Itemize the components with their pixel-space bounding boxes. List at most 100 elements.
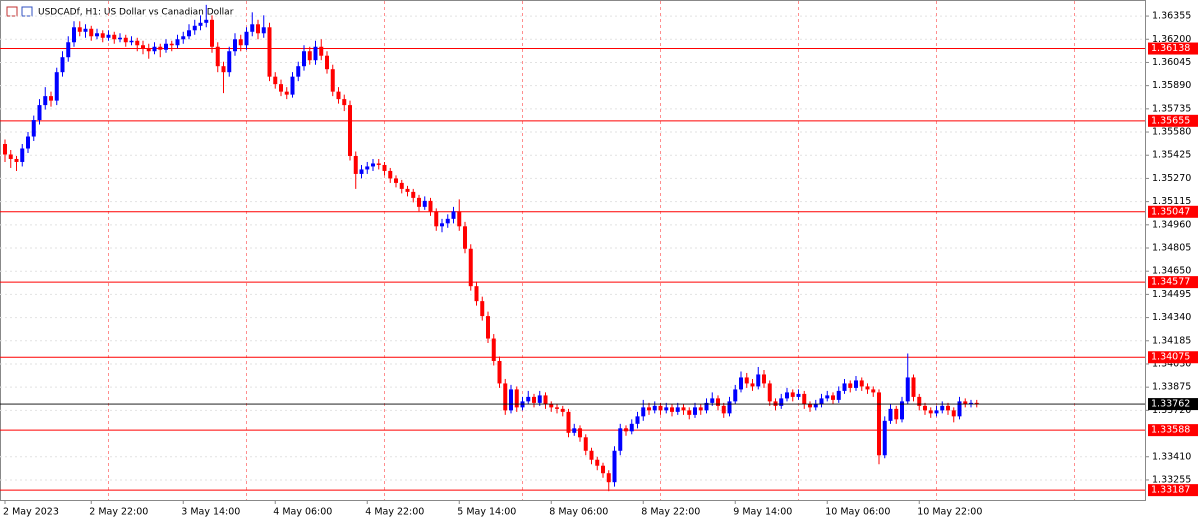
candle-body xyxy=(606,473,611,483)
candle-body xyxy=(549,404,554,408)
level-label-box xyxy=(1148,276,1198,289)
candle-body xyxy=(382,164,387,171)
chart-title: USDCADf, H1: US Dollar vs Canadian Dolla… xyxy=(38,8,234,18)
candle-body xyxy=(445,218,450,224)
candle-body xyxy=(204,19,209,23)
candle-body xyxy=(296,66,301,77)
y-tick-label: 1.33875 xyxy=(1152,382,1191,393)
candle-body xyxy=(555,407,559,409)
y-tick-label: 1.34805 xyxy=(1152,243,1191,254)
candle-body xyxy=(612,450,617,483)
candle-body xyxy=(969,402,973,405)
level-label-box xyxy=(1148,351,1198,364)
price-label-box xyxy=(1148,398,1198,411)
candle-body xyxy=(468,248,473,287)
candle-body xyxy=(514,389,519,408)
x-tick-label: 9 May 14:00 xyxy=(733,507,792,518)
candle-body xyxy=(905,377,910,402)
candle-body xyxy=(118,37,122,40)
candle-body xyxy=(371,163,375,167)
y-tick-label: 1.36200 xyxy=(1152,34,1191,45)
candle-body xyxy=(882,420,887,456)
candle-body xyxy=(279,84,283,92)
level-label: 1.36138 xyxy=(1151,43,1190,54)
x-tick-label: 2 May 22:00 xyxy=(89,507,148,518)
candle-body xyxy=(854,380,858,388)
candle-body xyxy=(26,136,30,149)
candle-body xyxy=(428,200,433,212)
candle-body xyxy=(89,28,94,37)
candle-body xyxy=(273,76,278,85)
candle-body xyxy=(716,398,720,406)
candle-body xyxy=(221,66,226,73)
candle-body xyxy=(325,55,329,70)
candle-body xyxy=(14,158,19,162)
candle-body xyxy=(302,51,306,67)
candle-body xyxy=(60,57,65,73)
candle-body xyxy=(238,39,243,46)
candle-body xyxy=(497,360,502,384)
y-tick-label: 1.35270 xyxy=(1152,173,1191,184)
candle-body xyxy=(808,404,812,408)
candle-body xyxy=(20,148,25,162)
candle-body xyxy=(399,182,404,189)
candle-body xyxy=(330,69,335,92)
level-label: 1.35655 xyxy=(1151,115,1190,126)
candle-body xyxy=(664,407,669,411)
candle-body xyxy=(198,22,203,26)
candle-body xyxy=(940,405,945,411)
candle-body xyxy=(796,393,801,397)
candle-body xyxy=(66,42,71,58)
candle-body xyxy=(509,389,513,411)
candle-body xyxy=(624,428,628,432)
candle-body xyxy=(227,51,232,73)
candle-body xyxy=(342,99,347,106)
candle-body xyxy=(652,405,657,411)
candle-body xyxy=(911,377,916,397)
candle-body xyxy=(31,120,36,137)
candle-body xyxy=(687,410,692,415)
candle-body xyxy=(647,407,651,411)
plot-frame xyxy=(0,0,1146,501)
candle-body xyxy=(675,407,680,412)
candle-body xyxy=(923,405,927,411)
candle-body xyxy=(152,46,157,52)
level-label-box xyxy=(1148,424,1198,437)
candle-body xyxy=(595,459,600,466)
candle-body xyxy=(486,316,490,339)
candle-body xyxy=(819,398,824,405)
candle-body xyxy=(434,211,439,227)
candle-body xyxy=(77,27,82,32)
candle-body xyxy=(123,37,128,43)
candle-body xyxy=(750,383,755,387)
candle-body xyxy=(756,374,761,387)
candle-body xyxy=(463,226,467,249)
candle-body xyxy=(957,401,962,417)
candle-body xyxy=(928,410,933,414)
candle-body xyxy=(790,392,795,397)
candle-body xyxy=(951,410,956,417)
candle-body xyxy=(215,46,220,67)
candle-body xyxy=(359,169,364,174)
candle-body xyxy=(802,393,807,405)
candle-body xyxy=(37,105,42,121)
candle-body xyxy=(779,398,784,406)
candle-body xyxy=(100,33,105,38)
candle-body xyxy=(739,377,743,390)
candle-body xyxy=(963,401,968,405)
y-tick-label: 1.35890 xyxy=(1152,80,1191,91)
y-tick-label: 1.34960 xyxy=(1152,219,1191,230)
candle-body xyxy=(353,155,358,174)
candle-body xyxy=(825,395,830,399)
candle-body xyxy=(589,450,594,460)
candle-body xyxy=(135,40,140,46)
candle-body xyxy=(859,380,864,387)
candle-body xyxy=(411,191,416,198)
candle-body xyxy=(537,395,542,403)
candle-body xyxy=(192,25,197,31)
x-tick-label: 2 May 2023 xyxy=(3,507,59,518)
candle-body xyxy=(578,428,582,438)
candle-body xyxy=(946,405,950,411)
candle-body xyxy=(727,401,732,414)
candle-body xyxy=(934,410,939,414)
